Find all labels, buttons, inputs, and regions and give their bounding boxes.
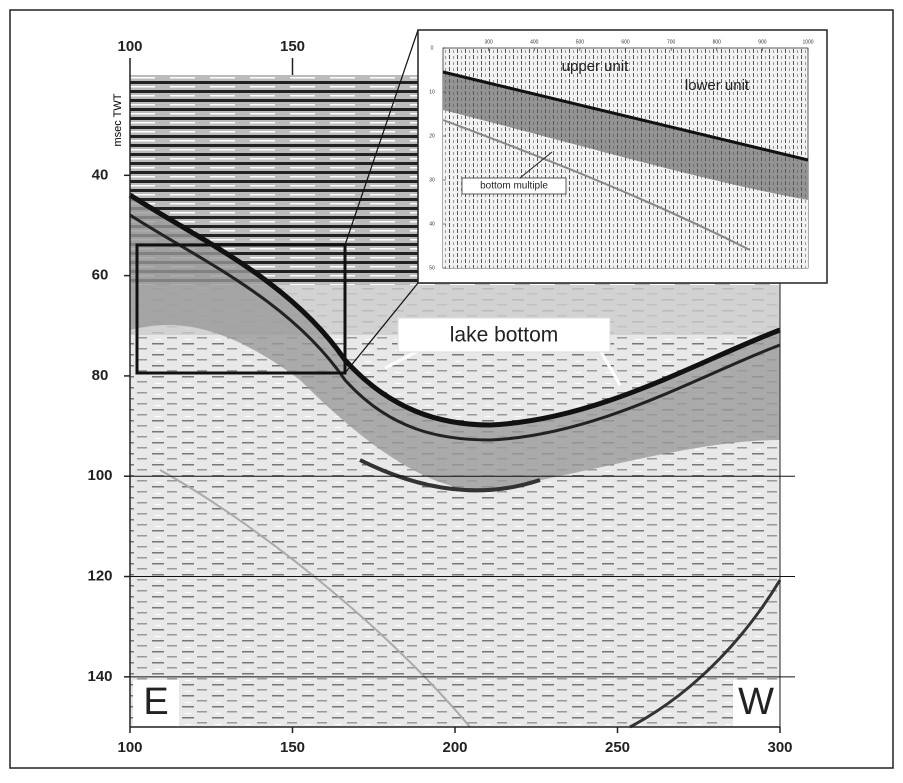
y-tick-label: 40 [92, 166, 109, 183]
figure: msec TWT lake bottom E W bottom multiple… [0, 0, 903, 778]
inset-x-tick-label: 600 [621, 39, 630, 45]
y-tick-label: 80 [92, 367, 109, 384]
y-label: msec TWT [112, 93, 124, 146]
east-label: E [143, 681, 168, 723]
top-tick-label: 100 [117, 38, 142, 55]
x-tick-label: 150 [280, 739, 305, 756]
x-tick-label: 200 [442, 739, 467, 756]
inset-y-tick-label: 50 [429, 265, 435, 271]
inset-y-tick-label: 40 [429, 221, 435, 227]
y-tick-label: 120 [87, 568, 112, 585]
lake-bottom-label: lake bottom [450, 324, 559, 347]
bottom-multiple-label: bottom multiple [480, 181, 548, 192]
x-tick-label: 300 [767, 739, 792, 756]
inset-x-tick-label: 500 [576, 39, 585, 45]
inset-x-tick-label: 800 [713, 39, 722, 45]
y-tick-label: 100 [87, 467, 112, 484]
top-tick-label: 150 [280, 38, 305, 55]
lower-unit-label: lower unit [685, 77, 750, 94]
x-tick-label: 250 [605, 739, 630, 756]
page: msec TWT lake bottom E W bottom multiple… [0, 0, 903, 783]
inset-y-tick-label: 10 [429, 89, 435, 95]
inset-x-tick-label: 900 [758, 39, 767, 45]
inset-y-tick-label: 0 [431, 45, 434, 51]
upper-unit-label: upper unit [562, 58, 630, 75]
inset-x-tick-label: 300 [484, 39, 493, 45]
y-tick-label: 140 [87, 668, 112, 685]
inset-x-tick-label: 700 [667, 39, 676, 45]
inset-y-tick-label: 30 [429, 177, 435, 183]
inset: bottom multiple upper unit lower unit 30… [418, 30, 827, 283]
x-tick-label: 100 [117, 739, 142, 756]
inset-x-tick-label: 400 [530, 39, 539, 45]
inset-x-tick-label: 1000 [802, 39, 813, 45]
inset-y-tick-label: 20 [429, 133, 435, 139]
y-tick-label: 60 [92, 267, 109, 284]
west-label: W [738, 681, 774, 723]
